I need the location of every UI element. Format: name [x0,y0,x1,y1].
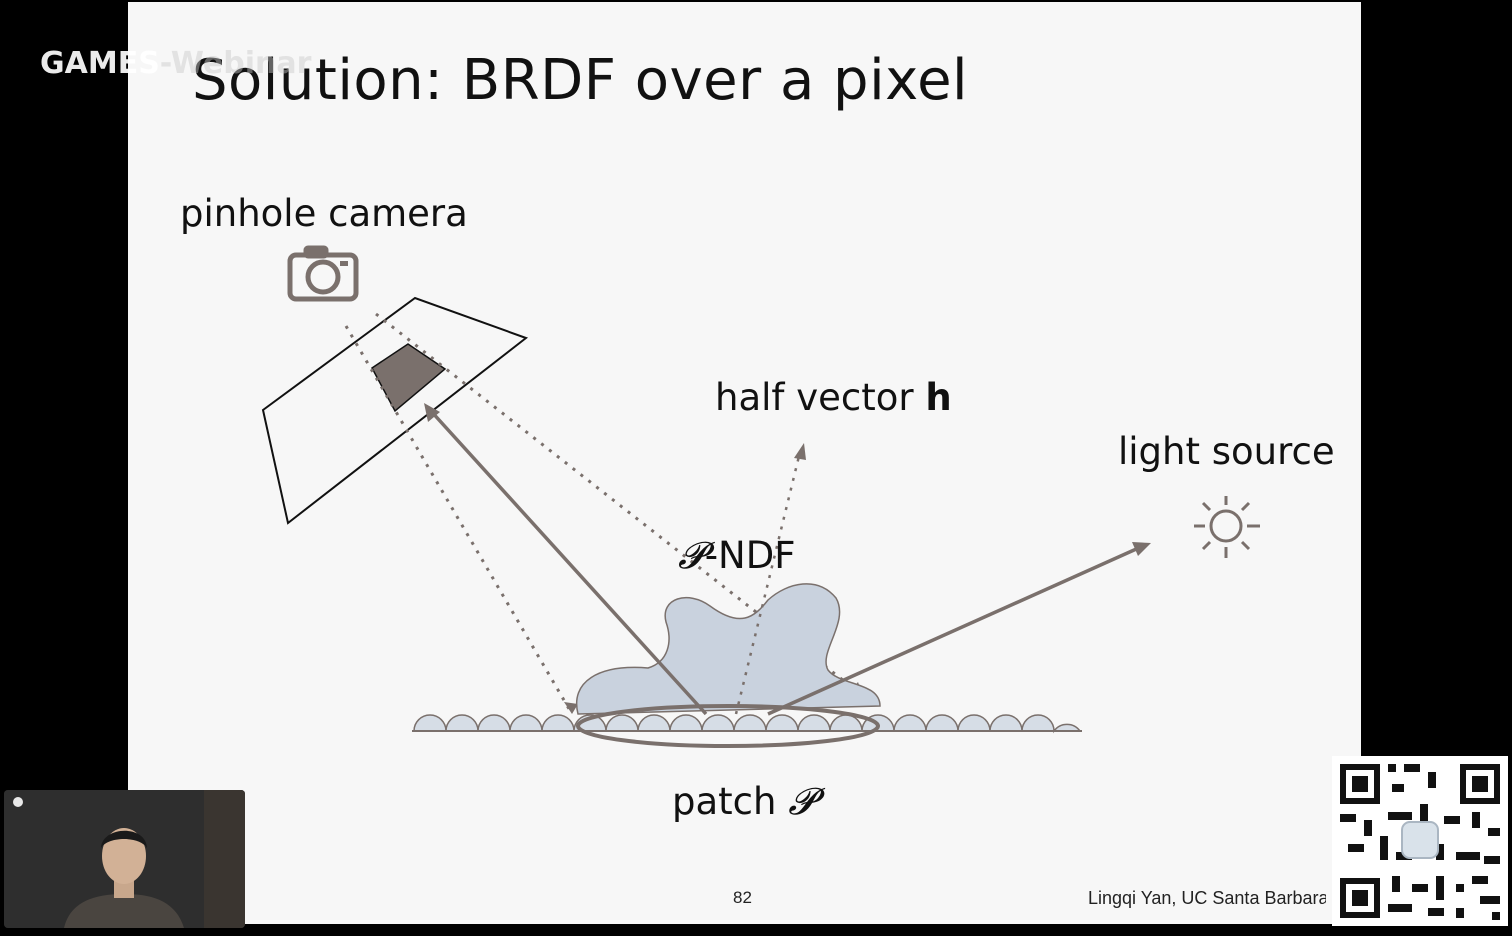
brdf-diagram [261,245,1260,748]
speaker-avatar [4,790,245,928]
pixel-footprint [371,343,447,413]
view-direction [428,408,708,716]
light-direction [767,544,1144,716]
half-vector-label: half vector h [715,376,952,419]
webcam-feed [4,790,245,928]
microfacet-surface [413,714,1082,734]
camera-icon [287,245,359,302]
light-source-label: light source [1118,430,1335,473]
camera-label: pinhole camera [180,192,468,235]
image-plane [261,296,529,525]
patch-ellipse [576,704,880,748]
qr-code [1332,756,1508,926]
sun-icon [1194,496,1260,558]
patch-label: patch 𝓟 [672,780,815,823]
slide-title: Solution: BRDF over a pixel [192,48,969,113]
record-dot-icon [13,797,23,807]
page-number: 82 [733,888,752,907]
ndf-lobe [575,583,881,715]
watermark: GAMES-Webinar [40,46,312,81]
presentation-slide: Solution: BRDF over a pixel [128,2,1361,924]
slide-credit: Lingqi Yan, UC Santa Barbara [1088,888,1326,908]
ndf-label: 𝓟-NDF [678,534,796,577]
